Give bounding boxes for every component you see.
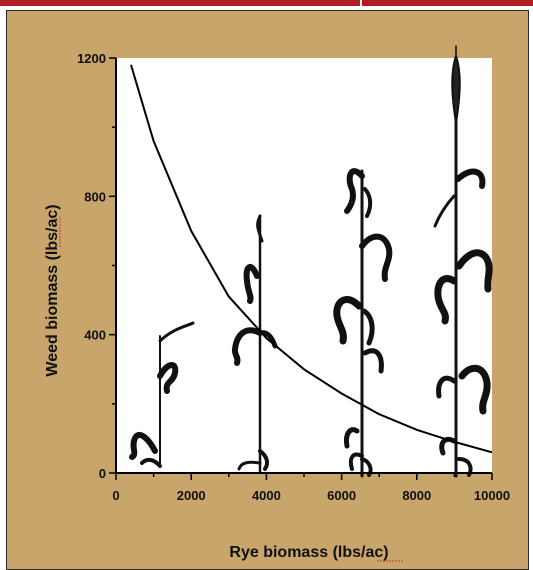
x-tick-label: 8000 [402, 488, 431, 503]
chart-frame: 0 400 800 1200 0 2000 4000 6000 8000 10000 Rye bi… [6, 10, 529, 570]
tick-labels: 0 400 800 1200 0 2000 4000 6000 8000 10000 [77, 51, 510, 503]
rye-plant-small [129, 321, 195, 468]
x-tick-label: 4000 [252, 488, 281, 503]
plot-area [116, 58, 492, 473]
rye-plant-mature [433, 45, 493, 478]
chart-svg: 0 400 800 1200 0 2000 4000 6000 8000 10000 Rye bi… [44, 45, 510, 562]
series-line-0 [130, 64, 493, 454]
y-tick-label: 800 [84, 189, 106, 204]
series-layer [130, 64, 493, 454]
x-tick-label: 10000 [474, 488, 510, 503]
top-accent-notch [360, 0, 362, 6]
rye-plants-illustration [129, 45, 493, 478]
y-tick-label: 400 [84, 328, 106, 343]
top-accent-bar [0, 0, 533, 6]
x-tick-label: 0 [112, 488, 119, 503]
axes [109, 57, 493, 480]
y-tick-label: 0 [99, 466, 106, 481]
x-tick-label: 2000 [177, 488, 206, 503]
x-tick-label: 6000 [327, 488, 356, 503]
x-axis-title: Rye biomass (lbs/ac) [229, 544, 388, 561]
y-axis-title: Weed biomass (lbs/ac) [44, 204, 61, 376]
y-tick-label: 1200 [77, 51, 106, 66]
